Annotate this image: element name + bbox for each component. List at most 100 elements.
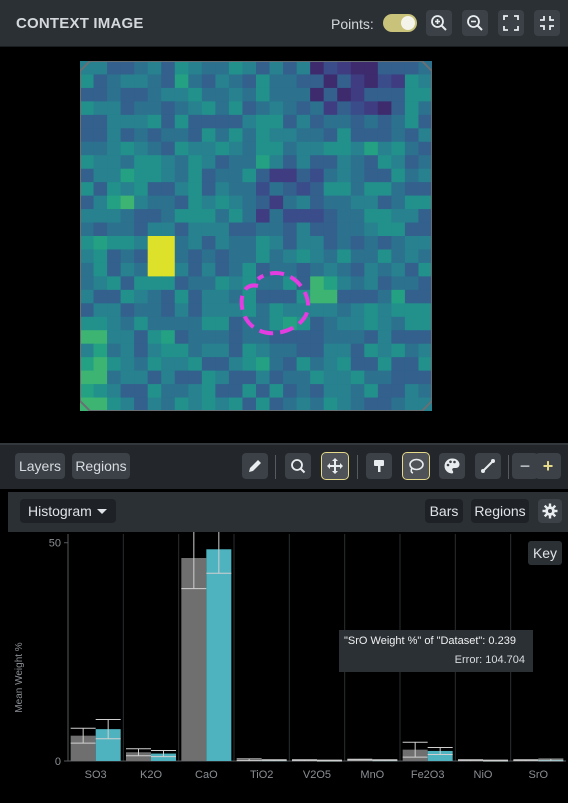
line-button[interactable]	[475, 453, 501, 479]
search-button[interactable]	[285, 453, 311, 479]
key-button[interactable]: Key	[528, 541, 562, 565]
heatmap-cell	[107, 128, 122, 143]
palette-button[interactable]	[439, 453, 465, 479]
heatmap-cell	[310, 343, 325, 358]
heatmap-cell	[337, 343, 352, 358]
heatmap-cell	[174, 303, 189, 318]
heatmap-cell	[418, 128, 432, 143]
bars-button[interactable]: Bars	[425, 499, 463, 523]
heatmap-cell	[201, 236, 216, 251]
heatmap-cell	[242, 330, 257, 345]
settings-button[interactable]	[538, 499, 562, 523]
heatmap-cell	[391, 209, 406, 224]
heatmap-cell	[147, 155, 162, 170]
heatmap-cell	[134, 276, 149, 291]
heatmap-cell	[310, 262, 325, 277]
heatmap-cell	[269, 276, 284, 291]
heatmap-cell	[404, 155, 420, 170]
heatmap-cell	[310, 397, 325, 411]
error-bar	[126, 748, 151, 757]
collapse-button[interactable]	[534, 10, 560, 36]
context-heatmap[interactable]	[80, 61, 432, 411]
heatmap-cell	[350, 141, 365, 156]
layers-button[interactable]: Layers	[15, 453, 65, 479]
heatmap-cell	[80, 357, 95, 372]
histogram-regions-button[interactable]: Regions	[471, 499, 529, 523]
heatmap-cell	[188, 262, 203, 277]
points-toggle[interactable]	[383, 14, 417, 32]
brush-button[interactable]	[366, 453, 392, 479]
heatmap-cell	[323, 87, 338, 102]
regions-button[interactable]: Regions	[72, 453, 130, 479]
heatmap-cell	[188, 236, 203, 251]
heatmap-cell	[269, 128, 284, 143]
heatmap-cell	[364, 397, 379, 411]
selected-region-outline[interactable]	[239, 270, 311, 336]
heatmap-cell	[161, 303, 176, 318]
histogram-bar[interactable]	[181, 558, 207, 761]
heatmap-cell	[161, 114, 176, 129]
heatmap-cell	[201, 289, 216, 304]
heatmap-cell	[80, 303, 95, 318]
histogram-bar[interactable]	[126, 752, 151, 761]
context-image-area[interactable]	[0, 47, 568, 443]
histogram-chart[interactable]: 0 50 Mean Weight % SO3 K2O CaO TiO2 V2O5 MnO Fe2O…	[8, 524, 568, 798]
heatmap-cell	[404, 168, 420, 183]
fullscreen-button[interactable]	[498, 10, 524, 36]
heatmap-cell	[391, 87, 406, 102]
heatmap-cell	[283, 155, 298, 170]
heatmap-cell	[391, 397, 406, 411]
heatmap-cell	[161, 236, 176, 251]
heatmap-cell	[418, 262, 432, 277]
zoom-in-button[interactable]	[426, 10, 452, 36]
move-button[interactable]	[321, 452, 349, 480]
heatmap-cell	[215, 303, 230, 318]
histogram-bar[interactable]	[427, 750, 453, 761]
heatmap-cell	[323, 155, 338, 170]
heatmap-cell	[350, 155, 365, 170]
heatmap-cell	[228, 182, 244, 197]
chart-tooltip: "SrO Weight %" of "Dataset": 0.239 Error…	[339, 630, 533, 672]
heatmap-cell	[174, 236, 189, 251]
heatmap-cell	[377, 74, 392, 89]
histogram-bar[interactable]	[151, 753, 176, 761]
heatmap-cell	[404, 262, 420, 277]
lasso-button[interactable]	[402, 452, 430, 480]
heatmap-cell	[134, 128, 149, 143]
heatmap-cell	[201, 155, 216, 170]
heatmap-cell	[296, 397, 311, 411]
heatmap-cell	[215, 101, 230, 116]
heatmap-cell	[296, 168, 311, 183]
heatmap-cell	[296, 74, 311, 89]
heatmap-cell	[296, 61, 311, 76]
heatmap-cell	[404, 249, 420, 264]
pencil-button[interactable]	[242, 453, 268, 479]
heatmap-cell	[228, 114, 244, 129]
heatmap-cell	[323, 303, 338, 318]
heatmap-cell	[377, 397, 392, 411]
histogram-bar[interactable]	[206, 549, 232, 761]
heatmap-cell	[93, 128, 108, 143]
zoom-plus-button[interactable]: +	[535, 453, 561, 479]
heatmap-cell	[161, 155, 176, 170]
heatmap-cell	[310, 289, 325, 304]
toolbar-divider	[508, 455, 509, 479]
heatmap-cell	[364, 209, 379, 224]
heatmap-cell	[228, 262, 244, 277]
search-icon	[291, 459, 306, 474]
zoom-minus-button[interactable]: −	[512, 453, 538, 479]
heatmap-cell	[364, 182, 379, 197]
heatmap-cell	[242, 303, 257, 318]
heatmap-cell	[310, 236, 325, 251]
heatmap-cell	[418, 370, 432, 385]
heatmap-cell	[350, 289, 365, 304]
heatmap-cell	[350, 330, 365, 345]
heatmap-cell	[310, 114, 325, 129]
heatmap-cell	[269, 182, 284, 197]
heatmap-cell	[80, 330, 95, 345]
heatmap-cell	[215, 209, 230, 224]
zoom-out-button[interactable]	[462, 10, 488, 36]
view-type-dropdown[interactable]: Histogram	[20, 499, 116, 523]
heatmap-cell	[283, 384, 298, 399]
heatmap-cell	[201, 74, 216, 89]
